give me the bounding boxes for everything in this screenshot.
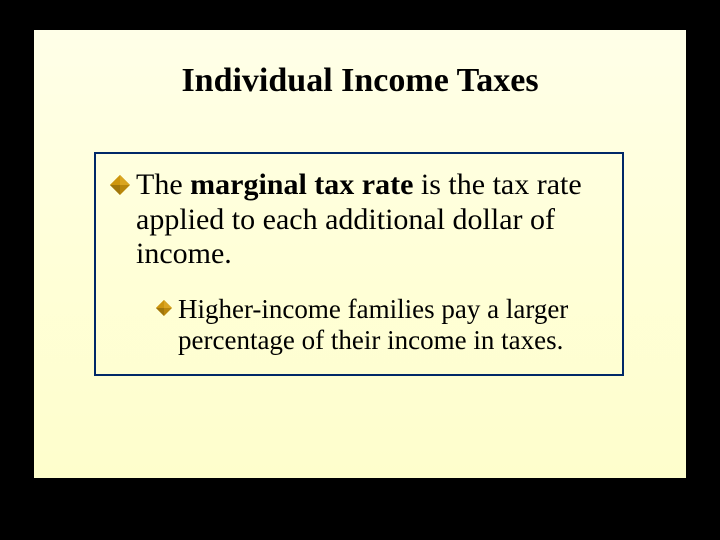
diamond-bullet-icon [110,175,130,195]
copyright-footer: Harcourt, Inc. items and derived items c… [4,522,359,534]
sub-bullet-row: Higher-income families pay a larger perc… [156,294,608,356]
sub-bullet-text: Higher-income families pay a larger perc… [178,294,608,356]
content-box: The marginal tax rate is the tax rate ap… [94,152,624,376]
diamond-bullet-icon [156,300,172,316]
main-bullet-row: The marginal tax rate is the tax rate ap… [110,168,608,272]
main-bold: marginal tax rate [190,168,413,201]
slide-title: Individual Income Taxes [34,30,686,100]
main-bullet-text: The marginal tax rate is the tax rate ap… [136,168,608,272]
main-pre: The [136,168,190,201]
slide-panel: Individual Income Taxes The marginal tax… [34,30,686,478]
